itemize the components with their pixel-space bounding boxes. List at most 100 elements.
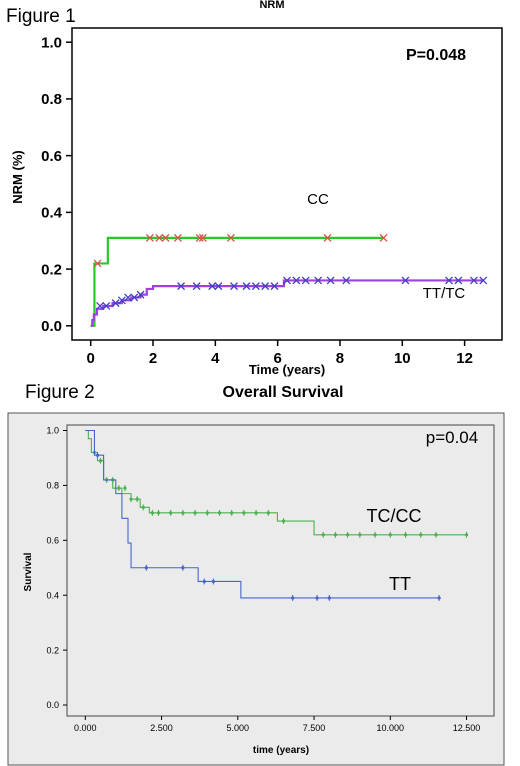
series-line-cc	[90, 236, 384, 327]
figure1-chart: P=0.048 Time (years) NRM (%) CC TT/TC 0.…	[10, 27, 503, 377]
censor-mark-tccc	[321, 531, 325, 538]
series-line-tccc	[85, 429, 467, 536]
censor-mark-tttc	[124, 293, 133, 302]
figure2-label: Figure 2	[25, 382, 95, 403]
censor-mark-tccc	[193, 509, 197, 516]
y-tick-label: 0.8	[46, 481, 59, 491]
y-tick-label: 1.0	[46, 426, 59, 436]
censor-mark-tt	[202, 578, 206, 585]
y-tick-label: 0.8	[41, 91, 62, 108]
censor-mark-tt	[181, 564, 185, 571]
censor-mark-cc	[379, 233, 388, 242]
censor-mark-tccc	[117, 485, 121, 492]
censor-mark-tccc	[129, 496, 133, 503]
censor-mark-tttc	[314, 276, 323, 285]
censor-mark-tccc	[98, 457, 103, 464]
figure2-p-value: p=0.04	[426, 428, 478, 447]
censor-mark-tccc	[358, 531, 362, 538]
censor-mark-tttc	[230, 282, 238, 291]
censor-mark-tttc	[469, 276, 478, 285]
y-tick-label: 0.4	[46, 590, 59, 600]
censor-mark-tttc	[326, 276, 335, 285]
figure1-x-axis-label: Time (years)	[249, 362, 325, 377]
figure2-y-axis-label: Survival	[23, 552, 34, 591]
x-tick-label: 5.000	[227, 723, 250, 733]
censor-mark-tccc	[333, 531, 337, 538]
figure1-series-label-tttc: TT/TC	[423, 285, 466, 302]
censor-mark-tttc	[208, 282, 217, 291]
y-tick-label: 0.0	[41, 318, 62, 335]
censor-mark-tttc	[301, 276, 310, 285]
censor-mark-tccc	[254, 509, 258, 516]
censor-mark-tttc	[130, 293, 139, 302]
censor-mark-tttc	[214, 282, 223, 291]
figure1-series-label-cc: CC	[307, 191, 329, 208]
censor-mark-cc	[155, 233, 164, 242]
censor-mark-tttc	[251, 282, 260, 291]
censor-mark-tttc	[177, 282, 186, 291]
censor-mark-tttc	[96, 302, 105, 310]
censor-mark-tccc	[205, 509, 209, 516]
censor-mark-cc	[198, 233, 207, 242]
censor-mark-tccc	[281, 518, 286, 525]
figure1-label: Figure 1	[6, 6, 76, 27]
censor-mark-tttc	[242, 282, 251, 291]
censor-mark-tttc	[192, 282, 201, 291]
x-tick-label: 12	[456, 350, 473, 367]
x-tick-label: 10.000	[377, 723, 405, 733]
censor-mark-tttc	[479, 276, 488, 285]
censor-mark-tt	[291, 594, 295, 601]
x-tick-label: 6	[273, 350, 281, 367]
figure1-p-value: P=0.048	[406, 47, 466, 64]
x-tick-label: 2.500	[150, 723, 173, 733]
censor-mark-tccc	[373, 531, 377, 538]
figure2-x-axis-label: time (years)	[253, 745, 309, 756]
censor-mark-cc	[195, 233, 204, 242]
censor-mark-cc	[161, 233, 170, 242]
censor-mark-tccc	[181, 509, 185, 516]
censor-mark-tt	[327, 594, 331, 601]
y-tick-label: 0.6	[46, 535, 59, 545]
censor-mark-tccc	[242, 509, 246, 516]
censor-mark-tccc	[464, 531, 469, 538]
censor-mark-tccc	[346, 531, 350, 538]
censor-mark-tttc	[136, 290, 145, 299]
censor-mark-cc	[173, 233, 182, 242]
figure1-y-axis-label: NRM (%)	[10, 150, 25, 203]
x-tick-label: 0.000	[74, 723, 97, 733]
censor-mark-tccc	[150, 509, 154, 516]
figure2-plot-frame	[66, 424, 495, 717]
censor-mark-tttc	[292, 276, 301, 285]
censor-mark-tccc	[403, 531, 408, 538]
y-tick-label: 1.0	[41, 34, 62, 51]
censor-mark-cc	[323, 233, 332, 242]
censor-mark-tttc	[102, 302, 111, 310]
censor-mark-tccc	[230, 509, 234, 516]
censor-mark-tttc	[270, 282, 279, 291]
x-tick-label: 8	[336, 350, 344, 367]
figure2-chart: p=0.04 time (years) Survival TC/CC TT 0.…	[7, 412, 505, 766]
censor-mark-tccc	[141, 504, 145, 511]
y-tick-label: 0.4	[41, 205, 63, 222]
censor-mark-tt	[315, 594, 319, 601]
censor-mark-tccc	[156, 509, 161, 516]
censor-mark-tccc	[266, 509, 270, 516]
censor-mark-tccc	[169, 509, 173, 516]
censor-mark-tccc	[388, 531, 392, 538]
figure2-series-label-tt: TT	[389, 574, 411, 594]
figure1-plot-frame	[71, 27, 503, 341]
censor-mark-tt	[211, 578, 215, 585]
censor-mark-tttc	[111, 299, 120, 308]
censor-mark-tttc	[117, 296, 126, 305]
figure1-title: NRM	[259, 0, 284, 11]
y-tick-label: 0.2	[41, 261, 62, 278]
x-tick-label: 7.500	[303, 723, 326, 733]
censor-mark-cc	[145, 233, 154, 242]
censor-mark-tt	[437, 594, 441, 601]
censor-mark-tttc	[283, 276, 291, 285]
censor-mark-tccc	[419, 531, 423, 538]
censor-mark-tttc	[401, 276, 410, 285]
y-tick-label: 0.0	[46, 700, 59, 710]
x-tick-label: 4	[211, 350, 220, 367]
